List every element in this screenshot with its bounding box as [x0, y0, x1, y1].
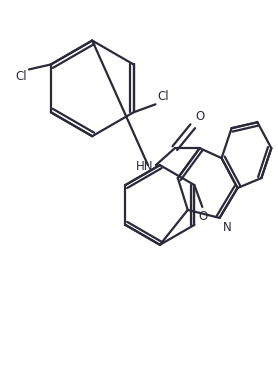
Text: HN: HN: [136, 160, 153, 172]
Text: O: O: [196, 110, 205, 123]
Text: N: N: [223, 221, 231, 234]
Text: Cl: Cl: [15, 70, 27, 84]
Text: Cl: Cl: [157, 90, 169, 103]
Text: O: O: [199, 210, 208, 223]
